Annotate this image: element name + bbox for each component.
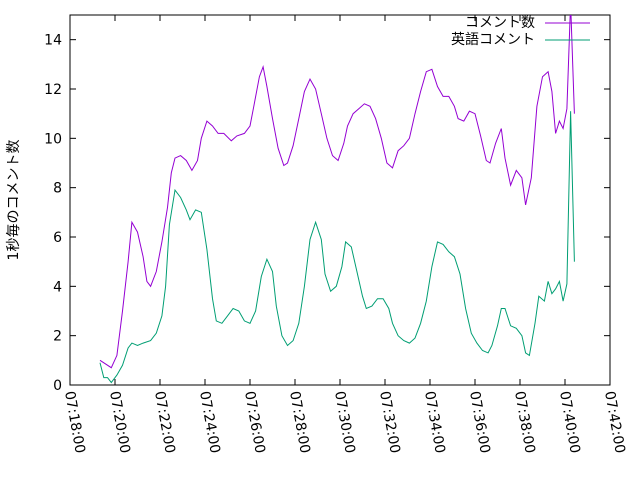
y-tick-label: 8	[53, 181, 62, 197]
plot-frame	[69, 14, 611, 386]
y-axis-title: 1秒毎のコメント数	[6, 140, 22, 261]
x-tick-label: 07:24:00	[196, 390, 223, 455]
x-tick-label: 07:32:00	[376, 390, 403, 455]
x-tick-label: 07:36:00	[466, 390, 493, 455]
y-tick-label: 2	[53, 329, 62, 345]
x-tick-label: 07:40:00	[556, 390, 583, 455]
x-tick-label: 07:28:00	[286, 390, 313, 455]
series-line-1	[99, 15, 575, 369]
legend-label-2: 英語コメント	[451, 31, 535, 48]
x-tick-label: 07:34:00	[421, 390, 448, 455]
x-tick-label: 07:18:00	[61, 390, 88, 455]
x-tick-label: 07:30:00	[331, 390, 358, 455]
y-tick-label: 6	[53, 230, 62, 246]
y-tick-label: 14	[44, 33, 62, 49]
y-tick-label: 12	[44, 82, 62, 98]
x-tick-label: 07:42:00	[601, 390, 628, 455]
y-axis: 0 2 4 6 8 10 12 14	[44, 33, 610, 394]
x-axis: 07:18:00 07:20:00 07:22:00 07:24:00 07:26:00…	[61, 15, 628, 455]
y-tick-label: 4	[53, 279, 62, 295]
y-tick-label: 0	[53, 378, 62, 394]
y-tick-label: 10	[44, 131, 62, 147]
series-layer	[99, 15, 575, 384]
x-tick-label: 07:38:00	[511, 390, 538, 455]
series-line-2	[99, 111, 575, 384]
x-tick-label: 07:20:00	[106, 390, 133, 455]
x-tick-label: 07:26:00	[241, 390, 268, 455]
x-tick-label: 07:22:00	[151, 390, 178, 455]
legend-label-1: コメント数	[465, 15, 535, 31]
